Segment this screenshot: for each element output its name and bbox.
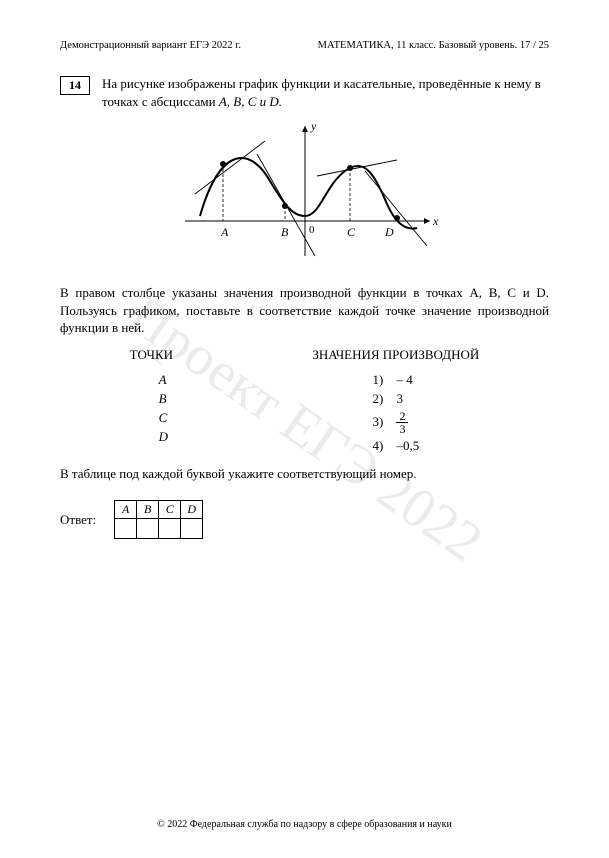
answer-input-cell[interactable] bbox=[159, 519, 181, 539]
value-number: 1) bbox=[372, 372, 390, 388]
svg-text:x: x bbox=[432, 214, 439, 228]
task-intro: На рисунке изображены график функции и к… bbox=[102, 75, 549, 110]
header-left: Демонстрационный вариант ЕГЭ 2022 г. bbox=[60, 40, 241, 51]
answer-table: ABCD bbox=[114, 500, 203, 539]
value-item: 2) 3 bbox=[372, 391, 419, 407]
values-col-title: ЗНАЧЕНИЯ ПРОИЗВОДНОЙ bbox=[312, 347, 479, 363]
paragraph-3: В таблице под каждой буквой укажите соот… bbox=[60, 465, 549, 483]
svg-text:B: B bbox=[281, 225, 289, 239]
value-item: 1) – 4 bbox=[372, 372, 419, 388]
value-text: –0,5 bbox=[396, 438, 419, 454]
value-text: – 4 bbox=[396, 372, 412, 388]
point-item: B bbox=[135, 391, 168, 407]
answer-header-cell: D bbox=[181, 501, 203, 519]
answer-header-cell: C bbox=[159, 501, 181, 519]
svg-text:D: D bbox=[384, 225, 394, 239]
graph-figure: x y 0 A B C D bbox=[60, 116, 549, 270]
answer-input-cell[interactable] bbox=[115, 519, 137, 539]
value-number: 4) bbox=[372, 438, 390, 454]
value-item: 3) 23 bbox=[372, 410, 419, 435]
point-item: C bbox=[135, 410, 168, 426]
value-number: 2) bbox=[372, 391, 390, 407]
svg-text:y: y bbox=[310, 119, 317, 133]
value-text: 3 bbox=[396, 391, 403, 407]
header-right: МАТЕМАТИКА, 11 класс. Базовый уровень. 1… bbox=[318, 40, 549, 51]
points-list: ABCD bbox=[135, 369, 168, 448]
points-col-title: ТОЧКИ bbox=[130, 347, 173, 363]
svg-text:0: 0 bbox=[309, 224, 315, 236]
values-list: 1) – 4 2) 3 3) 23 4) –0,5 bbox=[372, 369, 419, 457]
value-number: 3) bbox=[372, 414, 390, 430]
page-footer: © 2022 Федеральная служба по надзору в с… bbox=[0, 819, 609, 830]
intro-points: A, B, C и D. bbox=[219, 94, 282, 109]
answer-header-cell: A bbox=[115, 501, 137, 519]
answer-header-cell: B bbox=[137, 501, 159, 519]
value-item: 4) –0,5 bbox=[372, 438, 419, 454]
point-item: A bbox=[135, 372, 168, 388]
fraction: 23 bbox=[396, 410, 408, 435]
point-item: D bbox=[135, 429, 168, 445]
answer-label: Ответ: bbox=[60, 512, 96, 528]
page-header: Демонстрационный вариант ЕГЭ 2022 г. МАТ… bbox=[60, 40, 549, 51]
answer-input-cell[interactable] bbox=[181, 519, 203, 539]
answer-input-cell[interactable] bbox=[137, 519, 159, 539]
task-number-box: 14 bbox=[60, 76, 90, 95]
columns: ТОЧКИ ABCD ЗНАЧЕНИЯ ПРОИЗВОДНОЙ 1) – 4 2) 3… bbox=[60, 347, 549, 457]
svg-text:C: C bbox=[347, 225, 356, 239]
svg-text:A: A bbox=[220, 225, 229, 239]
graph-svg: x y 0 A B C D bbox=[165, 116, 445, 266]
paragraph-2: В правом столбце указаны значения произв… bbox=[60, 284, 549, 337]
intro-text: На рисунке изображены график функции и к… bbox=[102, 76, 541, 109]
